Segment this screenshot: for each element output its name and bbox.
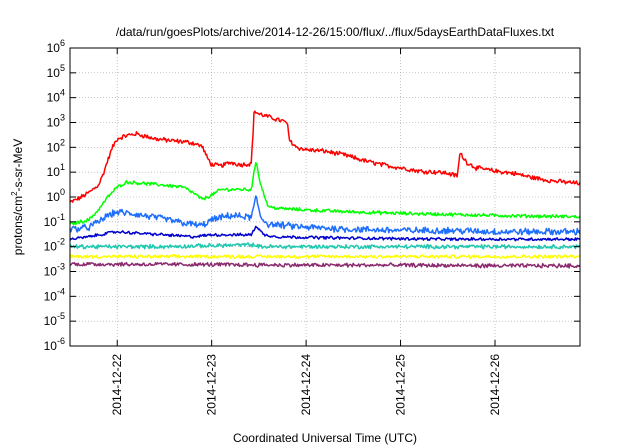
y-tick-label-exponent: 0 bbox=[60, 187, 65, 197]
y-tick-label-exponent: 5 bbox=[60, 63, 65, 73]
y-tick-label-exponent: 2 bbox=[60, 137, 65, 147]
y-tick-label: 10-3 bbox=[44, 262, 65, 279]
y-tick-label: 10-1 bbox=[44, 212, 65, 229]
y-tick-label: 102 bbox=[47, 137, 65, 154]
y-tick-label-exponent: -5 bbox=[57, 311, 65, 321]
y-tick-label-exponent: 4 bbox=[60, 88, 65, 98]
y-tick-label-base: 10 bbox=[44, 289, 58, 303]
series-line-1 bbox=[69, 110, 581, 203]
x-tick-labels: 2014-12-22 2014-12-23 2014-12-24 2014-12-25… bbox=[110, 354, 502, 416]
grid-lines bbox=[70, 48, 580, 346]
y-axis-title-sup: 2 bbox=[10, 191, 19, 196]
series-line-6 bbox=[69, 253, 581, 260]
y-tick-label-base: 10 bbox=[44, 215, 58, 229]
series-line-7 bbox=[69, 261, 581, 269]
y-tick-label: 100 bbox=[47, 187, 65, 204]
series-line-5 bbox=[69, 242, 581, 250]
y-tick-label-base: 10 bbox=[47, 116, 61, 130]
y-tick-label-exponent: -4 bbox=[57, 286, 65, 296]
y-tick-label: 106 bbox=[47, 38, 65, 55]
y-tick-label: 10-2 bbox=[44, 237, 65, 254]
x-tick-label: 2014-12-24 bbox=[299, 354, 313, 416]
x-tick-label: 2014-12-22 bbox=[110, 354, 124, 416]
y-tick-label: 10-5 bbox=[44, 311, 65, 328]
y-tick-label: 10-4 bbox=[44, 286, 65, 303]
y-tick-label: 103 bbox=[47, 113, 65, 130]
y-tick-label-exponent: 6 bbox=[60, 38, 65, 48]
x-tick-label: 2014-12-23 bbox=[205, 354, 219, 416]
y-tick-label-base: 10 bbox=[44, 240, 58, 254]
y-tick-label-base: 10 bbox=[44, 339, 58, 353]
y-tick-label-exponent: -2 bbox=[57, 237, 65, 247]
y-tick-label-exponent: 1 bbox=[60, 162, 65, 172]
y-tick-label-base: 10 bbox=[47, 66, 61, 80]
y-axis-title: protons/cm2-s-sr-MeV bbox=[10, 139, 25, 255]
y-tick-label-exponent: -1 bbox=[57, 212, 65, 222]
axis-ticks bbox=[70, 47, 580, 347]
y-tick-label-base: 10 bbox=[47, 140, 61, 154]
series-line-4 bbox=[69, 225, 581, 242]
y-tick-label: 105 bbox=[47, 63, 65, 80]
y-axis-title-rest: -s-sr-MeV bbox=[11, 139, 25, 192]
y-tick-label-base: 10 bbox=[47, 190, 61, 204]
y-tick-labels: 10-610-510-410-310-210-11001011021031041… bbox=[44, 38, 65, 353]
y-tick-label-base: 10 bbox=[44, 314, 58, 328]
y-tick-label-base: 10 bbox=[47, 91, 61, 105]
x-axis-title: Coordinated Universal Time (UTC) bbox=[233, 431, 417, 445]
series-line-3 bbox=[69, 195, 581, 236]
y-axis-title-base: protons/cm bbox=[11, 196, 25, 255]
series-group bbox=[69, 110, 581, 269]
y-tick-label-exponent: -3 bbox=[57, 262, 65, 272]
y-tick-label: 10-6 bbox=[44, 336, 65, 353]
y-tick-label: 104 bbox=[47, 88, 65, 105]
y-tick-label-base: 10 bbox=[47, 165, 61, 179]
y-tick-label: 101 bbox=[47, 162, 65, 179]
chart-title: /data/run/goesPlots/archive/2014-12-26/1… bbox=[116, 25, 555, 39]
series-line-2 bbox=[69, 162, 581, 226]
x-tick-label: 2014-12-25 bbox=[394, 354, 408, 416]
y-tick-label-base: 10 bbox=[47, 41, 61, 55]
x-tick-label: 2014-12-26 bbox=[488, 354, 502, 416]
y-tick-label-exponent: 3 bbox=[60, 113, 65, 123]
y-tick-label-base: 10 bbox=[44, 265, 58, 279]
y-tick-label-exponent: -6 bbox=[57, 336, 65, 346]
